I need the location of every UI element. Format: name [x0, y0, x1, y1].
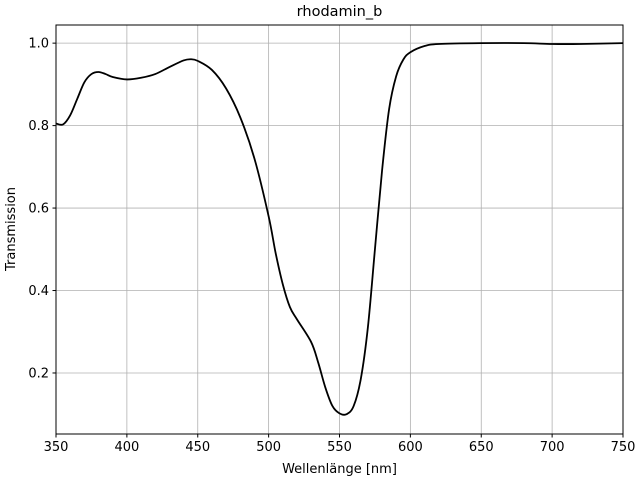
- chart-title: rhodamin_b: [297, 4, 383, 20]
- x-tick-label: 550: [327, 440, 352, 455]
- series-line: [55, 42, 624, 416]
- x-tick-label: 400: [114, 440, 139, 455]
- x-tick-label: 750: [611, 440, 636, 455]
- x-tick-label: 650: [469, 440, 494, 455]
- x-tick-label: 700: [540, 440, 565, 455]
- y-tick-label: 1.0: [28, 37, 49, 52]
- y-tick-label: 0.2: [28, 366, 49, 381]
- grid: [55, 25, 624, 434]
- x-tick-label: 450: [185, 440, 210, 455]
- x-tick-label: 350: [44, 440, 69, 455]
- y-tick-label: 0.8: [28, 119, 49, 134]
- y-axis-label: Transmission: [4, 187, 19, 272]
- ticks: 350 400 450 500 550 600 650 700 750 0.2 0.4 0.6 0.8 1…: [28, 37, 635, 455]
- y-tick-label: 0.6: [28, 202, 49, 217]
- y-tick-label: 0.4: [28, 284, 49, 299]
- x-tick-label: 600: [398, 440, 423, 455]
- x-tick-label: 500: [256, 440, 281, 455]
- x-axis-label: Wellenlänge [nm]: [282, 462, 397, 477]
